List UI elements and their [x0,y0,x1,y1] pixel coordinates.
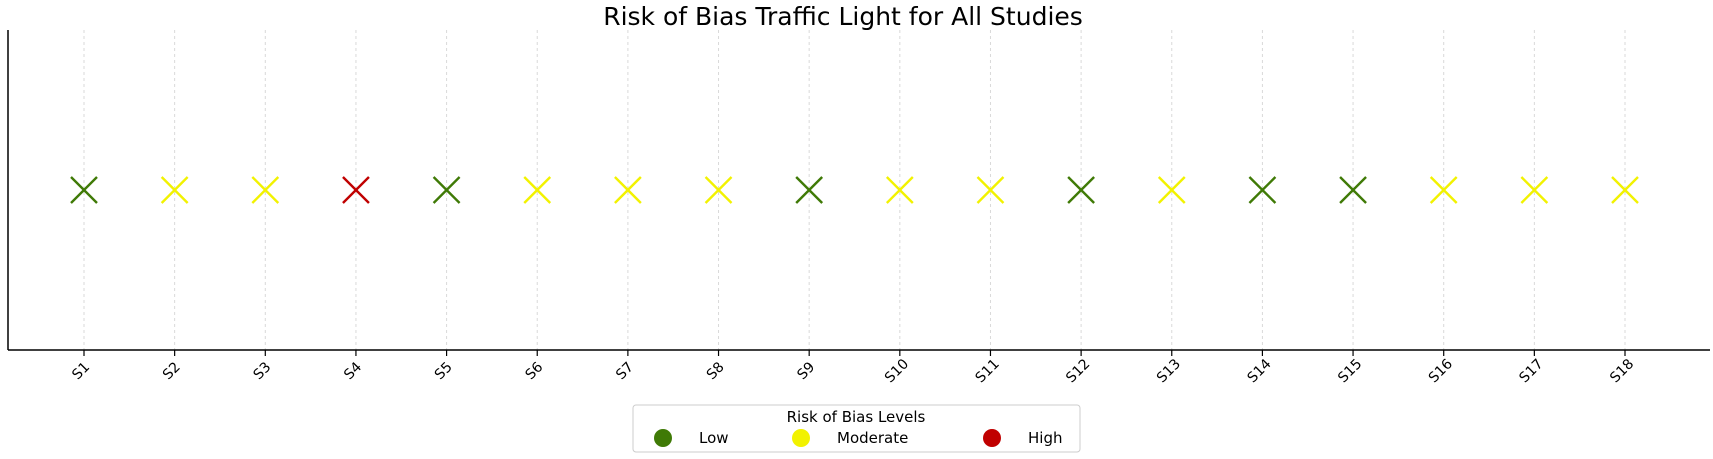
x-tick-label: S1 [69,359,93,383]
marker-stroke [1067,176,1095,204]
data-markers [70,176,1639,204]
x-tick-label: S4 [341,359,365,383]
data-marker-s10 [885,176,914,204]
grid-lines [83,30,1626,350]
marker-stroke [1339,176,1367,204]
x-tick-label: S9 [794,359,818,383]
x-tick-label: S8 [704,359,728,383]
data-marker-s14 [1248,176,1277,204]
data-marker-s1 [70,176,98,204]
marker-stroke [704,176,733,204]
data-marker-s6 [523,176,552,204]
data-marker-s9 [795,176,824,204]
data-marker-s5 [432,176,461,204]
data-marker-s12 [1067,176,1095,204]
marker-stroke [1429,176,1458,204]
legend-box [632,404,1081,453]
x-tick-label: S3 [251,359,275,383]
marker-stroke [523,176,552,204]
data-marker-s13 [1157,176,1186,204]
x-tick-label: S7 [613,359,637,383]
data-marker-s8 [704,176,733,204]
legend-item-high: High [983,429,1062,447]
legend-swatch [983,429,1001,447]
data-marker-s18 [1611,176,1639,204]
x-tick-label: S2 [160,359,184,383]
x-tick-label: S13 [1154,356,1184,386]
legend-item-low: Low [654,429,729,447]
marker-stroke [342,176,370,204]
x-tick-label: S12 [1063,356,1093,386]
x-tick-label: S15 [1335,356,1365,386]
x-tick-label: S18 [1607,356,1637,386]
legend-item-moderate: Moderate [792,429,908,447]
marker-stroke [795,176,824,204]
legend: Risk of Bias Levels Low Moderate High [632,404,1081,453]
x-axis-ticks: S1 S2 S3 S4 S5 S6 S7 S8 S9 S10 S11 S12 S13 S14 S15 S16 S… [69,350,1637,386]
legend-label: Moderate [837,429,908,447]
marker-stroke [1157,176,1186,204]
data-marker-s3 [251,176,280,204]
marker-stroke [1248,176,1277,204]
marker-stroke [614,176,642,204]
data-marker-s11 [976,176,1005,204]
x-tick-label: S11 [973,356,1003,386]
marker-stroke [1611,176,1639,204]
legend-label: High [1028,429,1062,447]
marker-stroke [885,176,914,204]
x-tick-label: S10 [882,356,912,386]
legend-label: Low [699,429,729,447]
marker-stroke [1520,176,1549,204]
x-tick-label: S14 [1244,356,1274,386]
legend-title: Risk of Bias Levels [787,408,926,426]
marker-stroke [976,176,1005,204]
legend-items: Low Moderate High [654,429,1062,447]
legend-swatch [792,429,810,447]
marker-stroke [160,176,189,204]
data-marker-s4 [342,176,370,204]
data-marker-s7 [614,176,642,204]
data-marker-s2 [160,176,189,204]
chart-title: Risk of Bias Traffic Light for All Studi… [603,2,1083,31]
x-tick-label: S6 [522,359,546,383]
x-tick-label: S16 [1426,356,1456,386]
data-marker-s15 [1339,176,1367,204]
data-marker-s17 [1520,176,1549,204]
x-tick-label: S5 [432,359,456,383]
legend-swatch [654,429,672,447]
marker-stroke [70,176,98,204]
marker-stroke [432,176,461,204]
data-marker-s16 [1429,176,1458,204]
marker-stroke [251,176,280,204]
x-tick-label: S17 [1516,356,1546,386]
